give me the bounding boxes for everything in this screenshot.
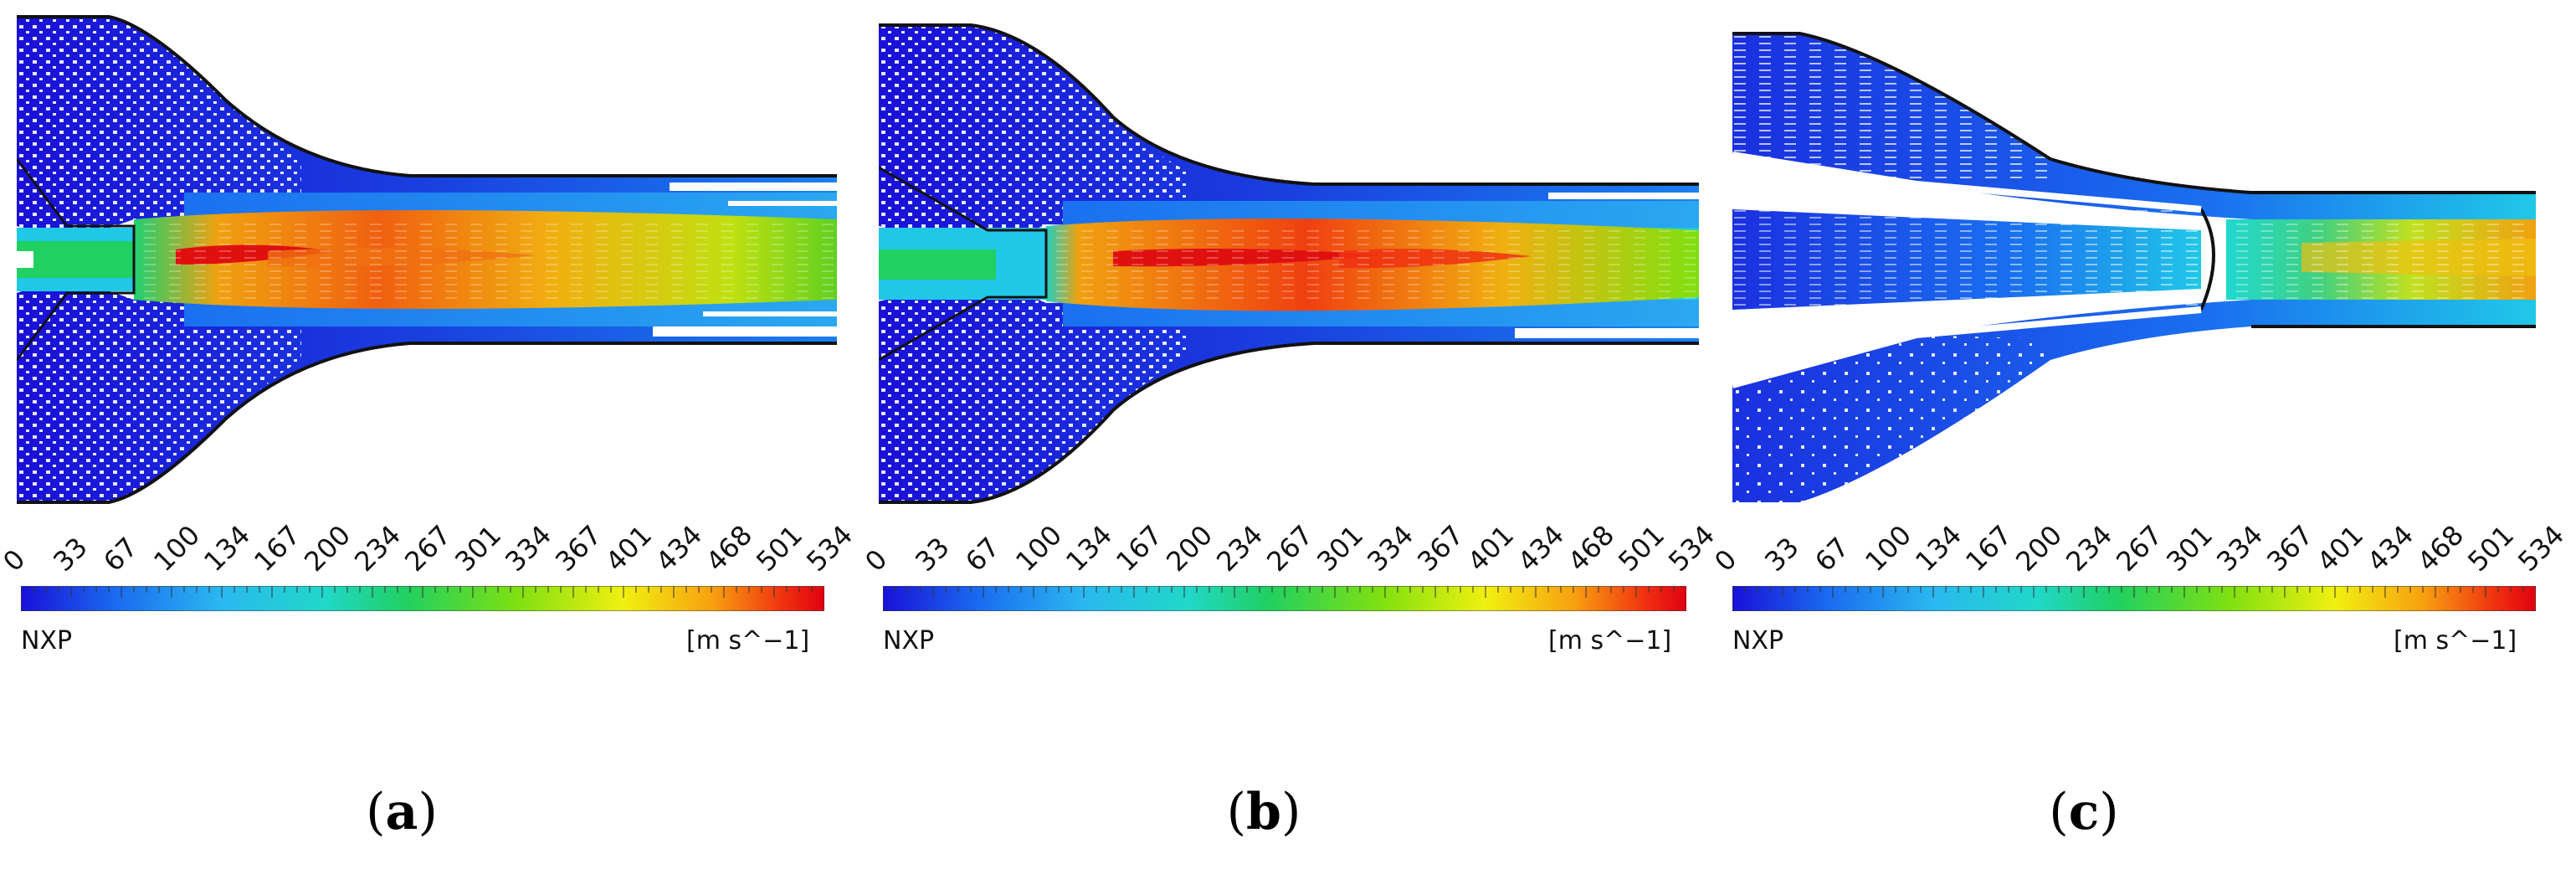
colorbar-tick-label: 534 [1662, 518, 1722, 578]
colorbar-tick-label: 134 [1060, 518, 1119, 578]
colorbar-variable-label: NXP [883, 626, 935, 656]
colorbar-tick-label: 234 [348, 518, 408, 578]
colorbar-tick-label: 334 [1361, 518, 1420, 578]
colorbar-tick-label: 200 [298, 518, 357, 578]
colorbar-tick-label: 534 [2512, 518, 2571, 578]
colorbar-tick-label: 434 [1511, 518, 1571, 578]
colorbar-tick-label: 334 [2210, 518, 2270, 578]
colorbar-tick-label: 200 [2009, 518, 2069, 578]
colorbar [883, 586, 1686, 611]
colorbar-tick-label: 301 [449, 518, 508, 578]
colorbar-tick-label: 534 [800, 518, 860, 578]
colorbar-tick-label: 0 [859, 542, 894, 578]
colorbar-tick-label: 200 [1160, 518, 1219, 578]
velocity-contour-a [17, 15, 837, 504]
colorbar-tick-label: 167 [1110, 518, 1169, 578]
colorbar-unit-label: [m s^−1] [2394, 626, 2517, 656]
colorbar-tick-label: 334 [499, 518, 558, 578]
panel-caption: (b) [1226, 783, 1301, 841]
colorbar-tick-label: 100 [147, 518, 207, 578]
colorbar-tick-label: 468 [1562, 518, 1621, 578]
velocity-contour-b [879, 23, 1699, 504]
colorbar-tick-label: 401 [599, 518, 659, 578]
colorbar-tick-label: 167 [248, 518, 307, 578]
colorbar-tick-label: 401 [1461, 518, 1521, 578]
colorbar-tick-label: 501 [2461, 518, 2521, 578]
colorbar-tick-label: 434 [2361, 518, 2420, 578]
colorbar-variable-label: NXP [1732, 626, 1784, 656]
colorbar-tick-labels: 0 33 67 100 134 167 200 234 267 301 334 367 401 434 46… [1708, 502, 2571, 594]
colorbar-tick-label: 67 [97, 531, 144, 578]
panel-a: 0 33 67 100 134 167 200 234 267 301 334 367 401 434 46… [0, 0, 859, 874]
colorbar-tick-label: 134 [1909, 518, 1968, 578]
colorbar-tick-label: 367 [1411, 518, 1470, 578]
colorbar-tick-label: 468 [700, 518, 759, 578]
colorbar-tick-label: 234 [1210, 518, 1270, 578]
colorbar-tick-label: 501 [1612, 518, 1671, 578]
colorbar-tick-label: 267 [2110, 518, 2169, 578]
panel-caption: (c) [2049, 783, 2119, 841]
velocity-contour-c [1732, 32, 2536, 502]
colorbar-tick-label: 267 [398, 518, 458, 578]
colorbar-tick-label: 301 [2160, 518, 2219, 578]
panel-caption: (a) [366, 783, 438, 841]
colorbar-tick-labels: 0 33 67 100 134 167 200 234 267 301 334 367 401 434 46… [0, 502, 859, 594]
panel-c: 0 33 67 100 134 167 200 234 267 301 334 367 401 434 46… [1708, 0, 2570, 874]
colorbar-unit-label: [m s^−1] [1548, 626, 1672, 656]
colorbar [21, 586, 824, 611]
colorbar-tick-label: 134 [198, 518, 257, 578]
panel-b: 0 33 67 100 134 167 200 234 267 301 334 367 401 434 46… [859, 0, 1721, 874]
colorbar-tick-label: 367 [2260, 518, 2320, 578]
colorbar-tick-label: 434 [649, 518, 709, 578]
colorbar-variable-label: NXP [21, 626, 73, 656]
colorbar-tick-label: 33 [909, 531, 956, 578]
colorbar-tick-label: 234 [2060, 518, 2119, 578]
colorbar-tick-label: 367 [549, 518, 608, 578]
colorbar-unit-label: [m s^−1] [686, 626, 810, 656]
colorbar-tick-label: 67 [959, 531, 1006, 578]
colorbar-tick-label: 0 [0, 542, 32, 578]
colorbar-tick-label: 100 [1009, 518, 1069, 578]
colorbar-tick-label: 100 [1859, 518, 1918, 578]
colorbar-tick-label: 501 [750, 518, 809, 578]
colorbar [1732, 586, 2536, 611]
colorbar-tick-label: 67 [1809, 531, 1855, 578]
colorbar-tick-label: 33 [1758, 531, 1805, 578]
colorbar-tick-label: 267 [1260, 518, 1320, 578]
colorbar-tick-labels: 0 33 67 100 134 167 200 234 267 301 334 367 401 434 46… [859, 502, 1721, 594]
colorbar-tick-label: 401 [2311, 518, 2370, 578]
colorbar-tick-label: 301 [1311, 518, 1370, 578]
colorbar-tick-label: 468 [2411, 518, 2471, 578]
colorbar-tick-label: 167 [1959, 518, 2019, 578]
colorbar-tick-label: 33 [47, 531, 94, 578]
